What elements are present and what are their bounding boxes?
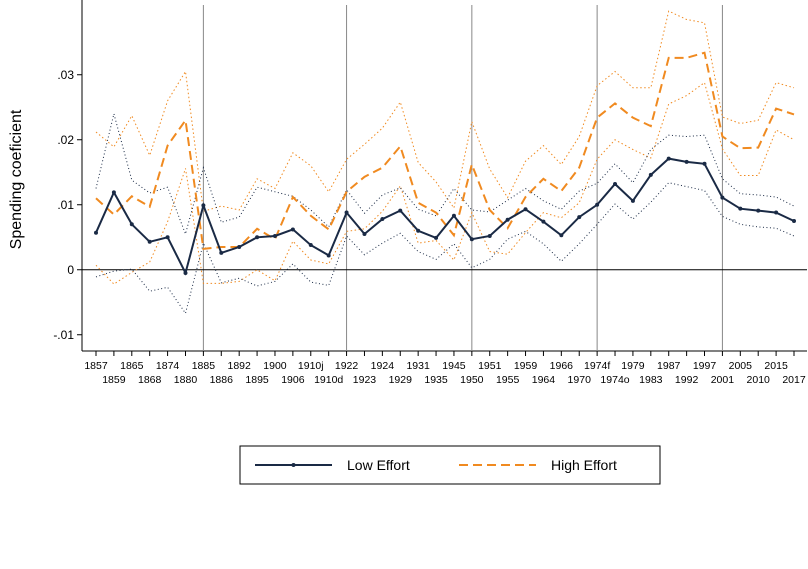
low-effort-line	[95, 157, 795, 276]
low-effort-point	[362, 232, 367, 236]
x-tick-label: 1868	[138, 374, 162, 386]
low-effort-point	[469, 237, 474, 242]
low-effort-point	[255, 235, 260, 240]
high-effort-ci-lower-line	[95, 81, 795, 285]
low-effort-point	[720, 195, 725, 200]
plot-area: -.01 0 .01 .02 .03 Spending coeficient 1857 185…	[8, 0, 807, 386]
y-tick-label: 0	[67, 263, 74, 277]
low-effort-point	[541, 219, 546, 224]
x-tick-label: 1955	[496, 374, 520, 386]
x-tick-label: 1880	[174, 374, 198, 386]
low-effort-point	[505, 217, 510, 222]
low-effort-point	[111, 190, 116, 195]
low-effort-point	[774, 210, 779, 215]
y-tick-label: .03	[57, 68, 74, 82]
low-effort-point	[792, 219, 796, 223]
low-effort-point	[290, 227, 295, 232]
low-effort-point	[219, 250, 224, 255]
high-effort-ci-upper-line	[95, 10, 795, 212]
x-tick-label: 2015	[764, 360, 788, 372]
x-tick-label: 2010	[747, 374, 771, 386]
x-tick-label: 1922	[335, 360, 359, 372]
x-tick-label: 1892	[227, 360, 251, 372]
low-effort-point	[577, 215, 582, 220]
low-effort-point	[398, 208, 403, 213]
low-effort-point	[416, 228, 421, 233]
x-tick-label: 1906	[281, 374, 305, 386]
x-tick-label: 1974f	[584, 360, 610, 372]
low-effort-point	[738, 206, 743, 211]
x-tick-label: 1950	[460, 374, 484, 386]
x-tick-label: 1931	[406, 360, 430, 372]
low-effort-point	[487, 233, 492, 238]
x-tick-label: 1979	[621, 360, 645, 372]
low-effort-ci-lower-line	[95, 182, 795, 315]
low-effort-point	[756, 208, 761, 213]
low-effort-point	[684, 159, 689, 164]
x-tick-label: 1857	[84, 360, 108, 372]
x-tick-label: 1997	[693, 360, 717, 372]
y-axis-label: Spending coeficient	[8, 109, 25, 249]
low-effort-point	[165, 235, 170, 240]
low-effort-point	[523, 207, 528, 212]
low-effort-point	[344, 210, 349, 215]
x-tick-label: 1929	[389, 374, 413, 386]
low-effort-point	[129, 222, 134, 227]
x-tick-label: 2005	[729, 360, 753, 372]
low-effort-point	[451, 213, 456, 218]
x-tick-label: 1859	[102, 374, 126, 386]
legend: Low Effort High Effort	[239, 445, 661, 485]
low-effort-point	[434, 235, 439, 240]
x-tick-label: 1945	[442, 360, 466, 372]
x-tick-label: 1959	[514, 360, 538, 372]
x-tick-label: 1865	[120, 360, 144, 372]
x-tick-label: 1987	[657, 360, 681, 372]
low-effort-point	[702, 161, 707, 166]
low-effort-point	[326, 253, 331, 258]
x-tick-label: 1966	[550, 360, 574, 372]
x-tick-label: 1974o	[600, 374, 629, 386]
low-effort-point	[380, 217, 385, 222]
x-tick-label: 1983	[639, 374, 663, 386]
y-tick-label: .02	[57, 133, 74, 147]
low-effort-point	[94, 230, 98, 235]
x-tick-label: 1900	[263, 360, 287, 372]
x-tick-label: 1970	[568, 374, 592, 386]
x-tick-label: 2001	[711, 374, 735, 386]
x-tick-label: 1923	[353, 374, 377, 386]
x-tick-label: 1895	[245, 374, 269, 386]
x-tick-label: 1885	[192, 360, 216, 372]
legend-low-effort-marker	[291, 463, 296, 467]
low-effort-point	[308, 243, 313, 248]
legend-high-effort-label: High Effort	[551, 457, 617, 473]
legend-low-effort-label: Low Effort	[347, 457, 410, 473]
low-effort-point	[613, 181, 618, 186]
low-effort-point	[559, 233, 564, 238]
low-effort-point	[201, 203, 206, 208]
x-tick-label: 1886	[210, 374, 234, 386]
x-tick-label: 1924	[371, 360, 395, 372]
low-effort-point	[630, 198, 635, 203]
low-effort-point	[272, 233, 277, 238]
low-effort-point	[648, 172, 653, 177]
x-tick-label: 1951	[478, 360, 502, 372]
x-tick-label: 2017	[782, 374, 806, 386]
low-effort-point	[237, 245, 242, 249]
x-tick-label: 1910j	[298, 360, 324, 372]
y-tick-label: -.01	[53, 328, 74, 342]
x-tick-label: 1874	[156, 360, 180, 372]
low-effort-point	[666, 156, 671, 161]
x-tick-label: 1910d	[314, 374, 343, 386]
x-tick-label: 1964	[532, 374, 556, 386]
low-effort-point	[147, 239, 152, 244]
high-effort-line	[95, 51, 795, 250]
low-effort-point	[183, 271, 188, 275]
x-tick-label: 1992	[675, 374, 699, 386]
y-tick-label: .01	[57, 198, 74, 212]
x-tick-label: 1935	[424, 374, 448, 386]
low-effort-point	[595, 202, 600, 207]
